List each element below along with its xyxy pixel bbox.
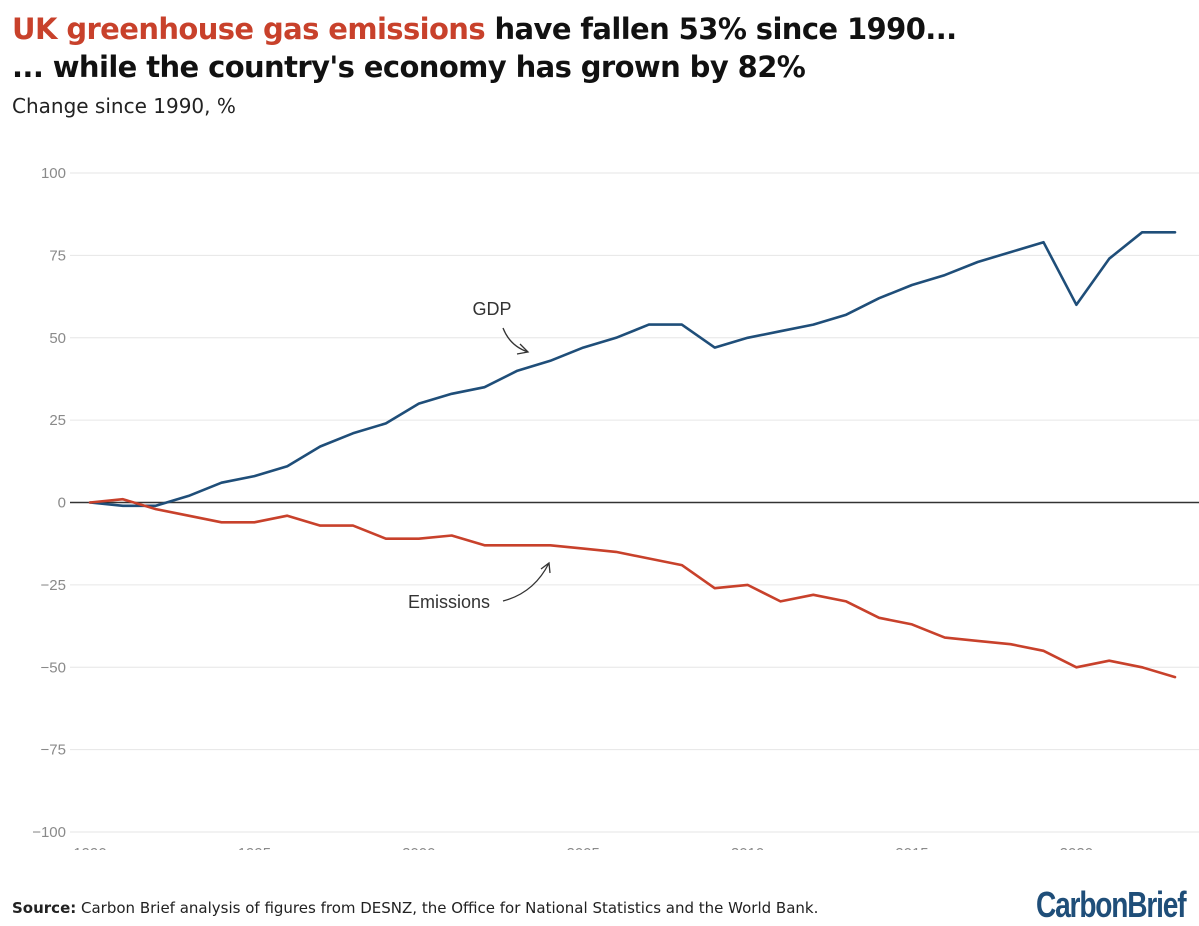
x-tick-label: 2020 [1060,845,1093,850]
emissions-series-line [88,497,1177,679]
y-tick-label: −25 [41,577,66,594]
chart-subtitle: Change since 1990, % [12,94,236,118]
title-highlight: UK greenhouse gas emissions [12,12,486,46]
source-note: Source: Carbon Brief analysis of figures… [12,899,818,917]
title-rest: have fallen 53% since 1990... [485,12,958,46]
y-tick-label: −50 [41,659,66,676]
title-line-1: UK greenhouse gas emissions have fallen … [12,10,1192,48]
gdp-annotation-arrowhead [516,343,530,355]
gdp-annotation-arrow [502,327,529,353]
gdp-series-line [88,231,1177,508]
emissions-annotation-arrowhead [540,561,551,574]
y-tick-label: 0 [58,495,66,512]
y-tick-label: 25 [49,412,66,429]
x-tick-label: 2015 [895,845,928,850]
x-tick-label: 2000 [402,845,435,850]
title-line-2: ... while the country's economy has grow… [12,50,806,84]
y-axis-ticks: 100 75 50 25 0 −25 −50 −75 −100 [32,165,66,841]
x-axis-ticks: 1990 1995 2000 2005 2010 2015 2020 [73,845,1093,850]
annotations: GDP Emissions [408,299,551,612]
source-label: Source: [12,899,77,917]
source-text: Carbon Brief analysis of figures from DE… [76,899,819,917]
emissions-annotation-label: Emissions [408,592,490,612]
emissions-annotation-arrow [502,562,550,602]
y-tick-label: −100 [32,824,66,841]
x-tick-label: 1995 [238,845,271,850]
gdp-annotation-label: GDP [472,299,511,319]
y-tick-label: 50 [49,330,66,347]
carbon-brief-logo: CarbonBrief [1036,884,1187,925]
x-tick-label: 2005 [566,845,599,850]
y-tick-label: 75 [49,247,66,264]
y-tick-label: −75 [41,742,66,759]
chart-title: UK greenhouse gas emissions have fallen … [12,10,1192,86]
gridlines [70,172,1199,833]
x-tick-label: 1990 [73,845,106,850]
series-layer [88,231,1177,679]
y-tick-label: 100 [41,165,66,182]
x-tick-label: 2010 [731,845,764,850]
line-chart: 100 75 50 25 0 −25 −50 −75 −100 1990 1995 2000 2005… [32,165,1199,850]
